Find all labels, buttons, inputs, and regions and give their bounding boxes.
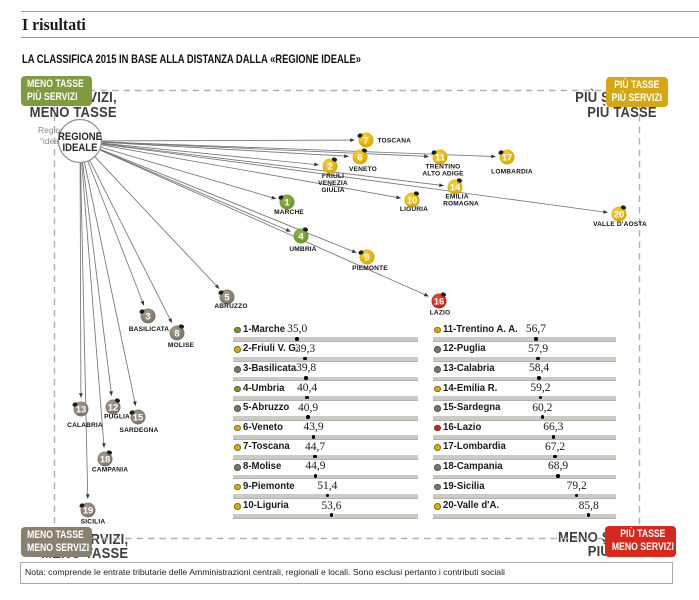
svg-text:VALLE D'AOSTA: VALLE D'AOSTA: [593, 221, 647, 228]
svg-text:2: 2: [327, 161, 332, 172]
svg-text:LOMBARDIA: LOMBARDIA: [491, 169, 533, 176]
svg-text:18: 18: [100, 454, 111, 465]
svg-text:GIULIA: GIULIA: [321, 187, 344, 194]
svg-text:EMILIA: EMILIA: [445, 194, 468, 201]
svg-text:PUGLIA: PUGLIA: [104, 414, 130, 421]
svg-text:ALTO ADIGE: ALTO ADIGE: [422, 171, 464, 178]
svg-text:MOLISE: MOLISE: [168, 342, 195, 349]
svg-text:LIGURIA: LIGURIA: [400, 206, 428, 213]
svg-text:19: 19: [83, 505, 94, 516]
svg-text:20: 20: [614, 209, 625, 220]
svg-text:VENEZIA: VENEZIA: [318, 180, 348, 187]
svg-text:15: 15: [133, 412, 144, 423]
svg-text:4: 4: [298, 231, 304, 242]
svg-text:IDEALE: IDEALE: [63, 142, 98, 154]
svg-text:SARDEGNA: SARDEGNA: [120, 427, 159, 434]
svg-text:UMBRIA: UMBRIA: [289, 246, 316, 253]
svg-text:TRENTINO: TRENTINO: [426, 164, 461, 171]
svg-text:LAZIO: LAZIO: [430, 310, 451, 317]
svg-text:CALABRIA: CALABRIA: [67, 422, 103, 429]
svg-text:7: 7: [363, 135, 368, 146]
svg-text:11: 11: [435, 152, 446, 163]
svg-text:ABRUZZO: ABRUZZO: [214, 303, 247, 310]
svg-text:17: 17: [502, 152, 513, 163]
svg-text:6: 6: [357, 152, 362, 163]
svg-text:14: 14: [450, 182, 461, 193]
svg-text:5: 5: [224, 292, 230, 303]
svg-text:MARCHE: MARCHE: [274, 209, 304, 216]
svg-text:BASILICATA: BASILICATA: [129, 326, 170, 333]
svg-text:PIEMONTE: PIEMONTE: [352, 265, 388, 272]
svg-text:13: 13: [76, 404, 87, 415]
svg-text:VENETO: VENETO: [349, 166, 377, 173]
svg-text:3: 3: [145, 311, 150, 322]
svg-text:TOSCANA: TOSCANA: [378, 138, 412, 145]
svg-text:8: 8: [174, 328, 179, 339]
svg-text:SICILIA: SICILIA: [81, 519, 106, 526]
svg-text:CAMPANIA: CAMPANIA: [92, 467, 128, 474]
svg-text:ROMAGNA: ROMAGNA: [443, 201, 479, 208]
svg-text:9: 9: [364, 252, 369, 263]
svg-text:16: 16: [434, 296, 445, 307]
svg-text:FRIULI: FRIULI: [322, 173, 344, 180]
svg-text:Regione: Regione: [38, 125, 70, 135]
svg-text:12: 12: [108, 402, 119, 413]
svg-text:1: 1: [284, 197, 290, 208]
svg-text:“ideale”: “ideale”: [40, 136, 69, 146]
svg-text:10: 10: [407, 195, 418, 206]
svg-text:REGIONE: REGIONE: [58, 131, 102, 143]
